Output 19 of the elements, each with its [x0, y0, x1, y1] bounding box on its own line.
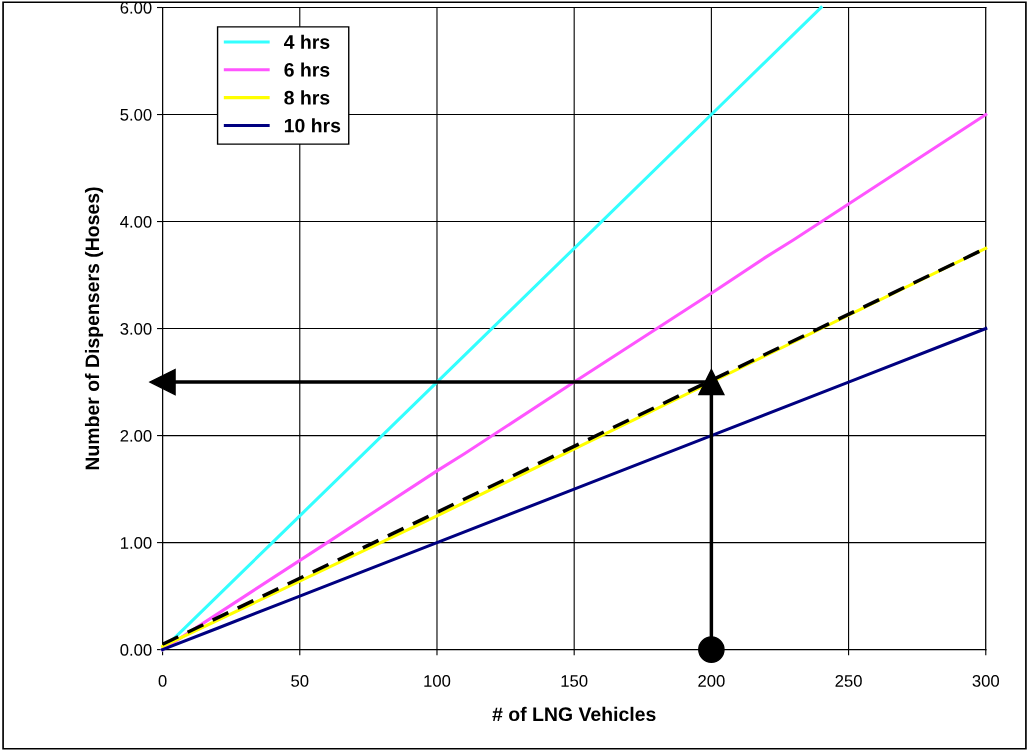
y-tick-label: 1.00 — [121, 537, 152, 549]
x-axis-title: # of LNG Vehicles — [492, 706, 656, 722]
y-tick-label: 3.00 — [120, 322, 152, 335]
legend-label: 6 hrs — [284, 62, 330, 77]
x-tick-label: 300 — [972, 675, 1000, 687]
x-tick-label: 250 — [835, 675, 862, 687]
legend-label: 10 hrs — [284, 118, 341, 133]
x-tick-label: 0 — [158, 675, 167, 687]
y-axis-title: Number of Dispensers (Hoses) — [84, 187, 104, 470]
x-tick-label: 200 — [698, 675, 725, 687]
y-tick-label: 0.00 — [120, 644, 152, 656]
y-tick-label: 4.00 — [120, 215, 152, 228]
y-tick-label: 2.00 — [120, 429, 152, 442]
x-tick-label: 150 — [561, 675, 588, 687]
x-tick-label: 100 — [424, 675, 451, 687]
legend-label: 8 hrs — [284, 90, 330, 105]
legend-label: 4 hrs — [283, 34, 330, 49]
y-tick-label: 5.00 — [120, 108, 152, 121]
x-tick-label: 50 — [291, 675, 309, 687]
